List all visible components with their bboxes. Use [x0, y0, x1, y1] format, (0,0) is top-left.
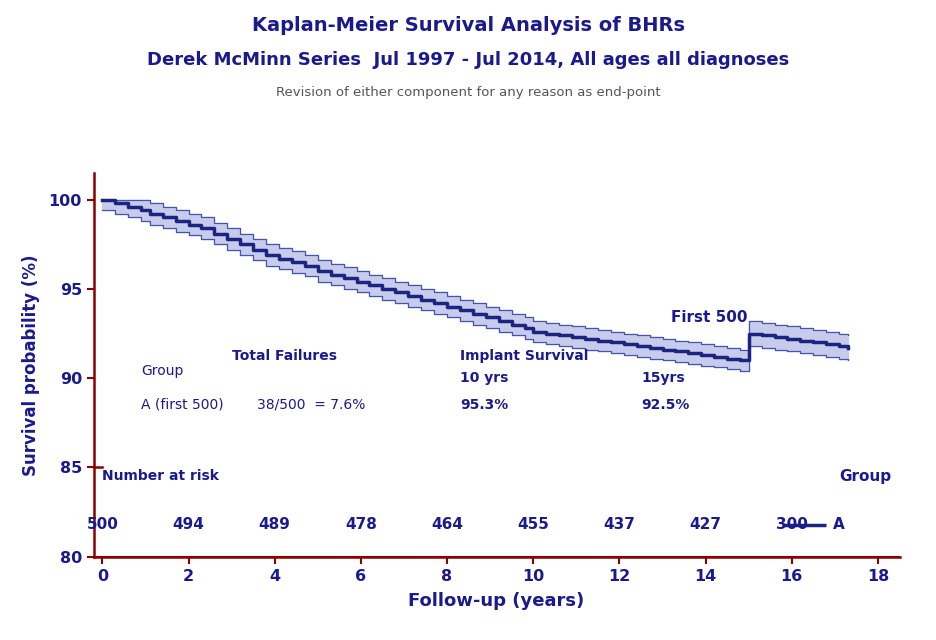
- Text: 455: 455: [517, 517, 548, 532]
- Text: 10 yrs: 10 yrs: [460, 371, 508, 385]
- Text: A: A: [832, 517, 843, 532]
- Text: Group: Group: [838, 469, 890, 484]
- Text: 437: 437: [603, 517, 635, 532]
- Text: Revision of either component for any reason as end-point: Revision of either component for any rea…: [276, 86, 660, 99]
- Text: A (first 500): A (first 500): [141, 397, 224, 412]
- Text: Group: Group: [141, 364, 183, 378]
- Text: 300: 300: [775, 517, 807, 532]
- Text: 494: 494: [172, 517, 204, 532]
- Text: 478: 478: [344, 517, 376, 532]
- Text: Implant Survival: Implant Survival: [460, 349, 588, 364]
- Text: Derek McMinn Series  Jul 1997 - Jul 2014, All ages all diagnoses: Derek McMinn Series Jul 1997 - Jul 2014,…: [147, 51, 789, 69]
- Text: Total Failures: Total Failures: [231, 349, 336, 364]
- Text: Number at risk: Number at risk: [102, 469, 219, 483]
- Text: 38/500  = 7.6%: 38/500 = 7.6%: [257, 397, 365, 412]
- Text: 95.3%: 95.3%: [460, 397, 507, 412]
- Text: 464: 464: [431, 517, 462, 532]
- Text: Kaplan-Meier Survival Analysis of BHRs: Kaplan-Meier Survival Analysis of BHRs: [252, 16, 684, 35]
- Text: 489: 489: [258, 517, 290, 532]
- Text: First 500: First 500: [670, 310, 747, 325]
- Y-axis label: Survival probability (%): Survival probability (%): [22, 254, 40, 476]
- Text: 427: 427: [689, 517, 721, 532]
- Text: 92.5%: 92.5%: [640, 397, 689, 412]
- Text: 500: 500: [86, 517, 118, 532]
- Text: 15yrs: 15yrs: [640, 371, 684, 385]
- X-axis label: Follow-up (years): Follow-up (years): [408, 592, 584, 610]
